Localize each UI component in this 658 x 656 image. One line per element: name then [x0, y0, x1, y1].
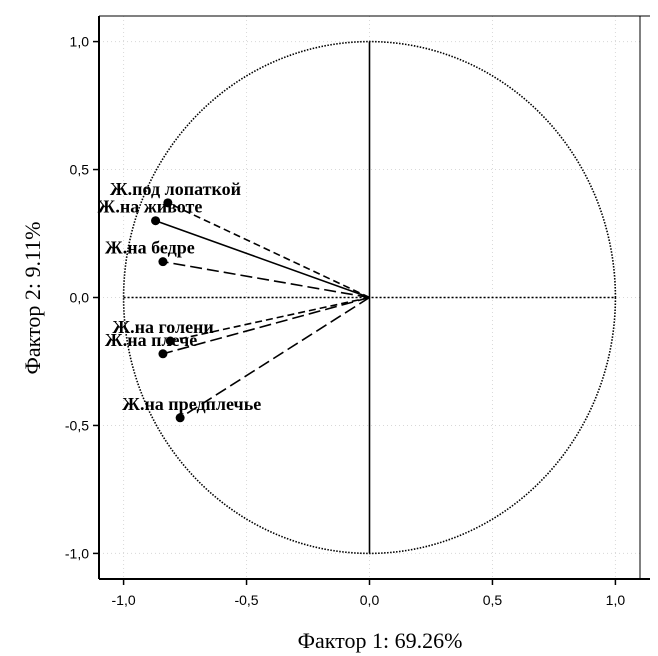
loading-vector: [162, 260, 370, 299]
y-tick-label: -1,0: [65, 545, 89, 561]
point-label: Ж.на голени: [112, 317, 213, 337]
loading-vector: [155, 219, 370, 299]
data-point: [151, 216, 161, 226]
loading-vector: [167, 202, 370, 299]
y-tick-label: 0,0: [70, 290, 90, 306]
tick-labels: -1,0 -0,5 0,0 0,5 1,0 -1,0 -0,5 0,0 0,5 1,0: [65, 34, 625, 608]
point-label: Ж.на плече: [105, 330, 197, 350]
x-tick-label: 1,0: [606, 592, 626, 608]
data-points: [151, 198, 185, 423]
point-label: Ж.на предплечье: [122, 394, 261, 414]
point-label: Ж.на бедре: [105, 238, 195, 258]
x-tick-label: 0,0: [360, 592, 380, 608]
data-point: [175, 413, 185, 423]
x-axis-title: Фактор 1: 69.26%: [298, 628, 463, 653]
loading-vectors: [155, 202, 370, 419]
data-point: [158, 257, 168, 267]
loading-vector: [162, 296, 370, 355]
loading-vector: [170, 296, 370, 342]
loading-vector: [179, 296, 370, 419]
data-point: [165, 336, 175, 346]
x-tick-label: 0,5: [483, 592, 503, 608]
y-tick-label: -0,5: [65, 417, 89, 433]
y-tick-label: 1,0: [70, 34, 90, 50]
data-point: [158, 349, 168, 359]
x-tick-label: -1,0: [112, 592, 136, 608]
x-tick-label: -0,5: [234, 592, 258, 608]
y-axis-title: Фактор 2: 9.11%: [20, 222, 45, 375]
point-label: Ж.под лопаткой: [110, 179, 241, 199]
y-tick-label: 0,5: [70, 162, 90, 178]
axes: [93, 15, 650, 585]
data-point: [163, 198, 173, 208]
point-label: Ж.на животе: [98, 197, 203, 217]
